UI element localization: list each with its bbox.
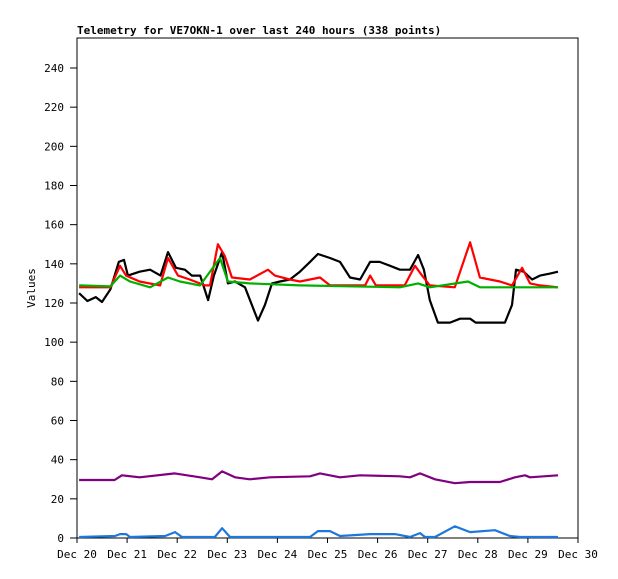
x-tick-label: Dec 29 [508, 548, 548, 561]
chart-title: Telemetry for VE7OKN-1 over last 240 hou… [77, 24, 441, 37]
series-line-black [78, 251, 559, 324]
series-line-green [79, 256, 558, 289]
y-tick-label: 200 [44, 140, 64, 153]
x-tick-label: Dec 23 [207, 548, 247, 561]
x-tick-label: Dec 28 [458, 548, 498, 561]
y-tick-label: 120 [44, 297, 64, 310]
x-tick-label: Dec 26 [358, 548, 398, 561]
series-group [78, 241, 559, 539]
x-tick-label: Dec 30 [558, 548, 598, 561]
y-tick-label: 180 [44, 180, 64, 193]
y-tick-label: 140 [44, 258, 64, 271]
x-tick-label: Dec 25 [308, 548, 348, 561]
y-tick-label: 80 [51, 375, 64, 388]
y-tick-label: 60 [51, 415, 64, 428]
x-tick-label: Dec 22 [157, 548, 197, 561]
y-tick-label: 220 [44, 101, 64, 114]
y-tick-label: 20 [51, 493, 64, 506]
y-tick-label: 100 [44, 336, 64, 349]
x-tick-label: Dec 24 [258, 548, 298, 561]
x-axis: Dec 20 Dec 21 Dec 22 Dec 23 Dec 24 Dec 25 Dec … [57, 538, 598, 561]
y-tick-label: 40 [51, 454, 64, 467]
series-line-blue [79, 525, 558, 539]
y-axis: 0 20 40 60 80 100 120 140 160 180 200 220 240 [44, 62, 77, 545]
y-tick-label: 240 [44, 62, 64, 75]
x-tick-label: Dec 21 [107, 548, 147, 561]
y-tick-label: 160 [44, 219, 64, 232]
series-line-purple [79, 470, 559, 485]
y-axis-label: Values [25, 268, 38, 308]
y-tick-label: 0 [57, 532, 64, 545]
x-tick-label: Dec 20 [57, 548, 97, 561]
x-tick-label: Dec 27 [408, 548, 448, 561]
series-line-red [79, 241, 559, 289]
